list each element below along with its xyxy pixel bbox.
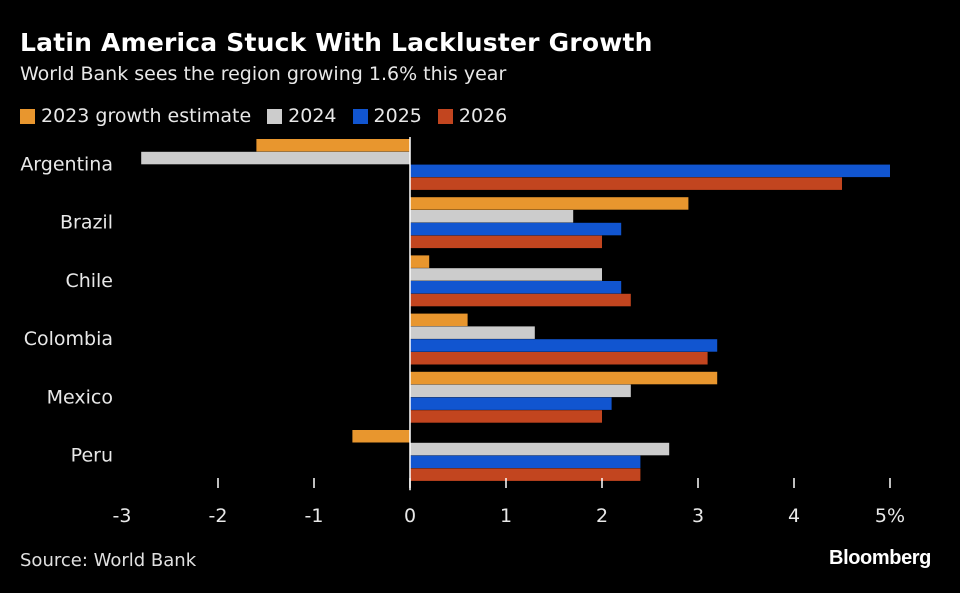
bar-colombia-2025 — [410, 339, 718, 352]
bar-peru-2025 — [410, 455, 641, 469]
bar-mexico-2026 — [410, 410, 602, 423]
bar-brazil-2025 — [410, 222, 622, 236]
bar-chile-2024 — [410, 268, 602, 281]
category-label-colombia: Colombia — [24, 328, 113, 350]
chart-title: Latin America Stuck With Lackluster Grow… — [20, 28, 653, 57]
x-tick-label-3: 3 — [692, 505, 704, 527]
bar-colombia-2026 — [410, 352, 708, 365]
category-label-mexico: Mexico — [47, 386, 113, 408]
category-label-peru: Peru — [71, 445, 113, 467]
x-tick-label-0: 0 — [404, 505, 416, 527]
bar-brazil-2026 — [410, 235, 602, 249]
bar-chile-2025 — [410, 281, 622, 294]
legend-label-2025: 2025 — [373, 105, 422, 127]
legend-label-2023: 2023 growth estimate — [41, 105, 252, 127]
legend-item-2025: 2025 — [352, 105, 422, 127]
bar-argentina-2024 — [141, 151, 410, 165]
bar-colombia-2023 — [410, 313, 468, 327]
bar-argentina-2025 — [410, 164, 890, 178]
legend-swatch-2025 — [352, 108, 368, 124]
legend-label-2026: 2026 — [458, 105, 508, 127]
legend-swatch-2023 — [20, 108, 35, 124]
bloomberg-logo: Bloomberg — [829, 547, 931, 569]
chart-subtitle: World Bank sees the region growing 1.6% … — [20, 63, 507, 85]
bar-brazil-2023 — [410, 197, 689, 210]
bar-mexico-2024 — [410, 384, 631, 398]
category-label-brazil: Brazil — [60, 212, 113, 234]
x-tick-label-2: 2 — [596, 505, 608, 527]
bar-argentina-2023 — [256, 139, 410, 152]
legend-item-2026: 2026 — [437, 105, 508, 127]
x-tick-label--2: -2 — [209, 505, 228, 527]
legend-item-2023: 2023 growth estimate — [20, 105, 251, 127]
source-note: Source: World Bank — [20, 550, 197, 571]
category-label-argentina: Argentina — [20, 154, 113, 176]
bar-peru-2023 — [352, 430, 410, 443]
bar-peru-2024 — [410, 442, 670, 456]
legend-swatch-2024 — [267, 108, 283, 124]
x-tick-label--3: -3 — [113, 505, 132, 527]
x-tick-label--1: -1 — [305, 505, 324, 527]
x-tick-label-4: 4 — [788, 505, 800, 527]
legend-label-2024: 2024 — [288, 105, 337, 127]
bar-chile-2026 — [410, 293, 631, 307]
legend-item-2024: 2024 — [267, 105, 337, 127]
bar-peru-2026 — [410, 468, 641, 481]
legend-swatch-2026 — [437, 108, 453, 124]
category-label-chile: Chile — [65, 270, 113, 292]
bar-argentina-2026 — [410, 177, 842, 190]
x-tick-label-5: 5% — [875, 505, 905, 527]
x-tick-label-1: 1 — [500, 505, 512, 527]
bar-chile-2023 — [410, 255, 430, 268]
bar-brazil-2024 — [410, 210, 574, 223]
bar-mexico-2025 — [410, 397, 612, 410]
bar-colombia-2024 — [410, 326, 535, 339]
bar-mexico-2023 — [410, 371, 718, 385]
chart-legend: 2023 growth estimate 2024 2025 2026 — [20, 105, 523, 127]
